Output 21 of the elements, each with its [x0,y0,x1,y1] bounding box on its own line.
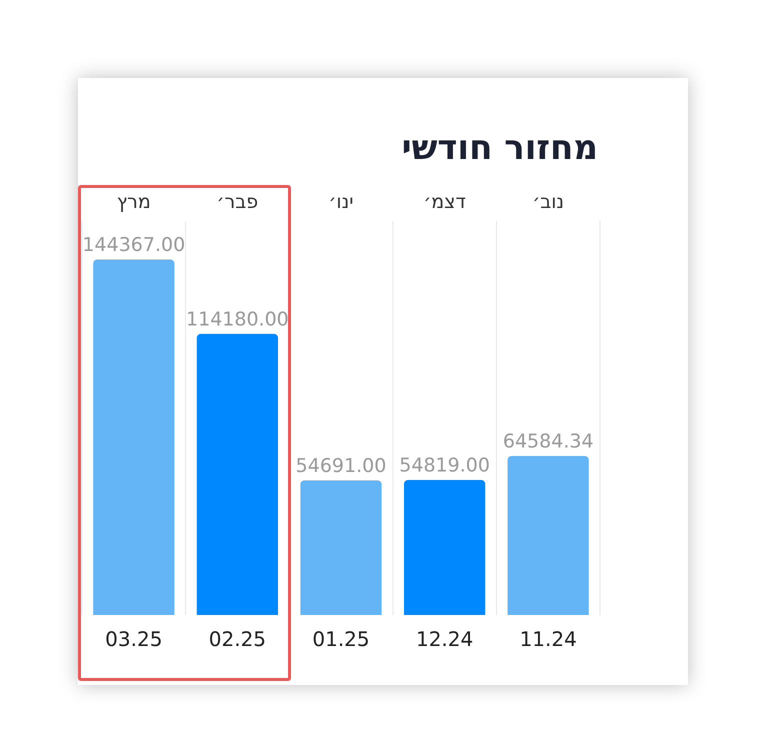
bar [300,480,382,615]
text: מרץ [116,190,151,213]
data-label: 144367.00 [82,234,186,256]
bar [404,480,486,615]
text: דצמ׳ [423,190,466,213]
x-tick-label: 01.25 [312,627,370,652]
bar [196,334,278,615]
x-tick-label: 11.24 [520,627,577,652]
data-label: 114180.00 [186,308,289,330]
chart-title: מחזור חודשי [402,128,598,168]
data-label: 54691.00 [296,454,386,477]
text: פבר׳ [216,190,258,213]
text: ינו׳ [328,190,354,213]
x-tick-label: 03.25 [105,627,162,652]
data-label: 64584.34 [502,430,594,452]
bar [508,456,589,615]
data-label: 54819.00 [399,454,490,476]
x-tick-label: 12.24 [416,627,474,652]
x-tick-label: 02.25 [208,627,266,652]
text: נוב׳ [532,190,564,213]
bar [93,259,174,615]
